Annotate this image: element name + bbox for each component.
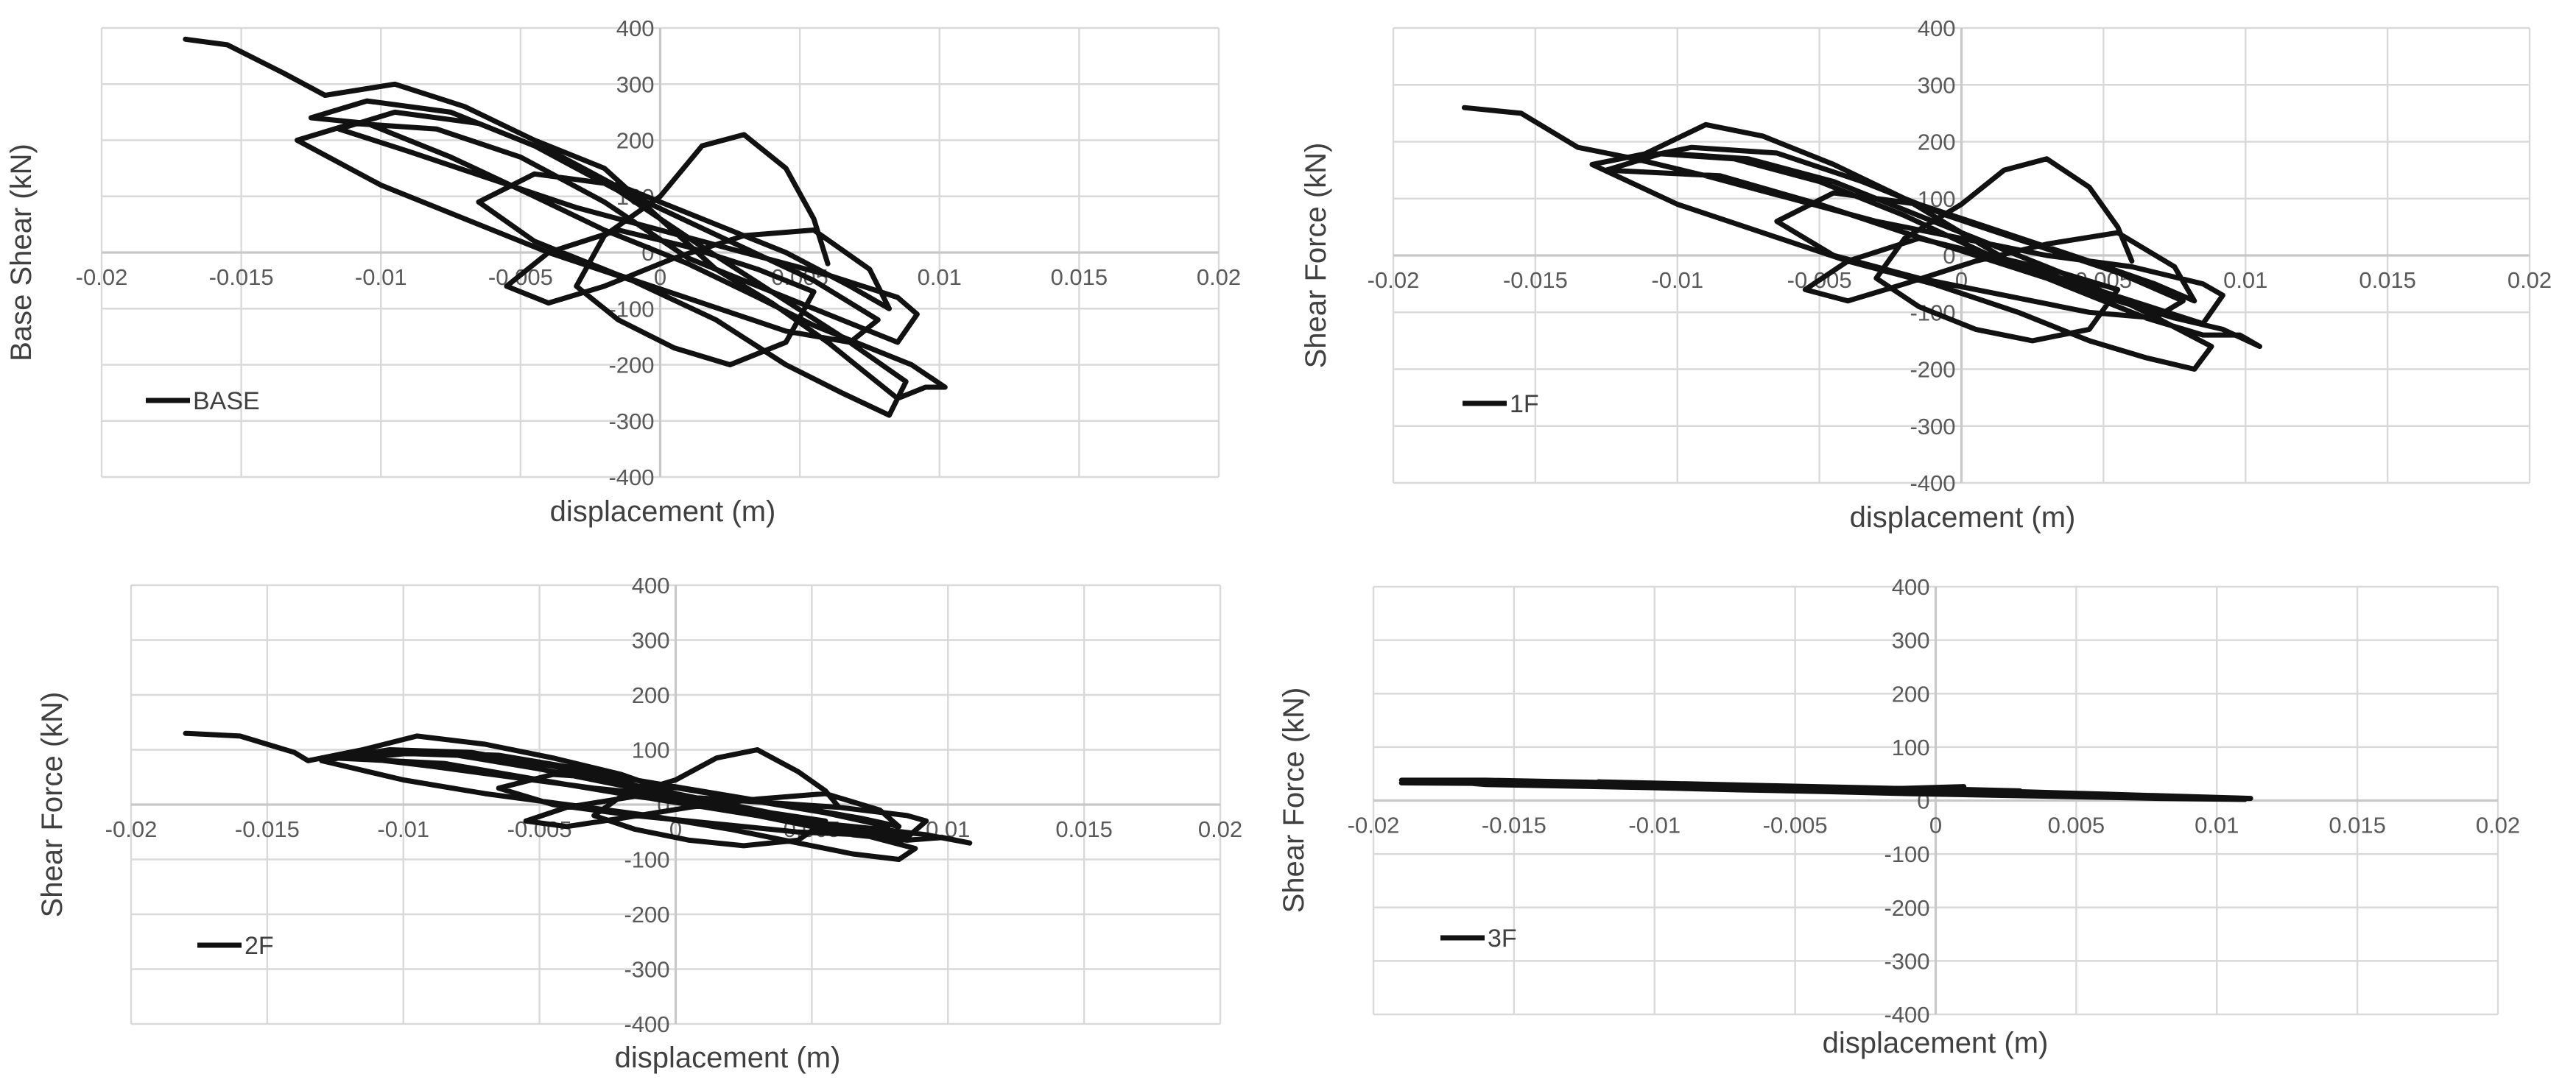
legend-label: 3F [1488,925,1517,953]
series-line-2f [183,730,973,862]
x-tick-label: -0.015 [1503,267,1568,293]
y-axis-label: Base Shear (kN) [5,144,38,361]
chart-base-shear: -0.02 -0.015 -0.01 -0.005 0 0.005 0.01 0.015 0.0… [5,15,1241,528]
legend: 3F [1440,925,1517,953]
y-axis-label: Shear Force (kN) [1278,688,1310,914]
x-tick-label: 0.015 [1051,264,1108,290]
y-tick-label: 300 [1918,72,1956,98]
y-tick-label: -300 [1884,948,1929,974]
x-axis-label: displacement (m) [615,1042,841,1074]
y-tick-label: 300 [632,628,670,654]
legend: BASE [146,387,260,415]
y-tick-label: 100 [1892,735,1930,760]
y-tick-label: -400 [624,1011,669,1037]
x-tick-label: 0.015 [2329,813,2386,838]
x-tick-label: -0.015 [235,816,300,842]
x-tick-label: 0.005 [2048,813,2105,838]
y-tick-label: -200 [1884,895,1929,921]
y-tick-label: 400 [1918,15,1956,41]
y-tick-label: 400 [1892,574,1930,600]
y-tick-label: -200 [608,353,654,378]
legend-label: BASE [193,387,260,415]
x-tick-label: 0.01 [2223,267,2267,293]
y-tick-label: -400 [1884,1002,1929,1028]
y-tick-label: -200 [1910,357,1955,383]
x-tick-label: 0.02 [1197,264,1241,290]
x-tick-label: -0.02 [1368,267,1420,293]
y-tick-label: 200 [1918,130,1956,155]
x-tick-label: -0.01 [1628,813,1681,838]
series-line-1f [1461,105,2262,372]
y-tick-label: 300 [1892,628,1930,654]
chart-3f-shear: -0.02 -0.015 -0.01 -0.005 0 0.005 0.01 0.015 0.0… [1278,574,2520,1059]
x-tick-label: -0.02 [1348,813,1400,838]
y-tick-label: -400 [608,464,654,490]
x-tick-label: -0.01 [1651,267,1703,293]
zero-axes [1393,28,2530,483]
x-tick-labels: -0.02 -0.015 -0.01 -0.005 0 0.005 0.01 0.015 0.0… [1368,267,2552,293]
y-tick-label: 100 [632,738,670,763]
y-tick-label: -200 [624,902,669,928]
x-tick-label: -0.01 [377,816,429,842]
x-tick-label: -0.005 [507,816,572,842]
x-axis-label: displacement (m) [1823,1027,2049,1059]
x-axis-label: displacement (m) [550,495,776,528]
zero-axes [1373,587,2498,1014]
x-tick-label: 0.015 [1055,816,1113,842]
x-tick-label: 0.02 [2508,267,2552,293]
y-tick-label: 200 [616,128,655,154]
x-tick-label: -0.005 [1763,813,1828,838]
legend-label: 2F [244,932,274,960]
x-tick-label: 0.02 [2476,813,2520,838]
x-tick-label: -0.015 [209,264,274,290]
chart-2f-shear: -0.02 -0.015 -0.01 -0.005 0 0.005 0.01 0.015 0.0… [36,573,1242,1074]
x-tick-label: 0.02 [1198,816,1242,842]
y-tick-label: 300 [616,71,655,97]
x-tick-label: 0.01 [2195,813,2239,838]
x-axis-label: displacement (m) [1850,501,2076,534]
x-tick-label: -0.02 [76,264,128,290]
y-tick-label: -100 [624,847,669,873]
x-tick-label: -0.015 [1482,813,1546,838]
series-line-3f [1398,777,2253,802]
x-tick-label: 0 [1929,813,1942,838]
y-tick-label: 200 [632,682,670,708]
y-tick-label: 200 [1892,681,1930,707]
y-tick-label: -300 [608,409,654,434]
x-tick-label: -0.02 [105,816,158,842]
y-tick-label: -100 [1884,841,1929,867]
y-tick-label: 400 [632,573,670,598]
x-tick-labels: -0.02 -0.015 -0.01 -0.005 0 0.005 0.01 0.015 0.0… [1348,813,2521,838]
y-tick-label: -300 [624,957,669,983]
legend: 1F [1463,390,1539,418]
x-tick-label: 0.015 [2359,267,2416,293]
y-axis-label: Shear Force (kN) [1300,143,1332,369]
y-axis-label: Shear Force (kN) [36,692,68,918]
x-tick-label: 0 [654,264,666,290]
y-tick-label: 400 [616,15,655,41]
series-line-base [183,36,948,418]
y-tick-label: -400 [1910,470,1955,496]
legend: 2F [197,932,274,960]
chart-1f-shear: -0.02 -0.015 -0.01 -0.005 0 0.005 0.01 0.015 0.0… [1300,15,2552,534]
legend-label: 1F [1510,390,1539,418]
x-tick-label: -0.01 [355,264,407,290]
x-tick-label: 0.01 [918,264,962,290]
y-tick-label: -300 [1910,414,1955,439]
